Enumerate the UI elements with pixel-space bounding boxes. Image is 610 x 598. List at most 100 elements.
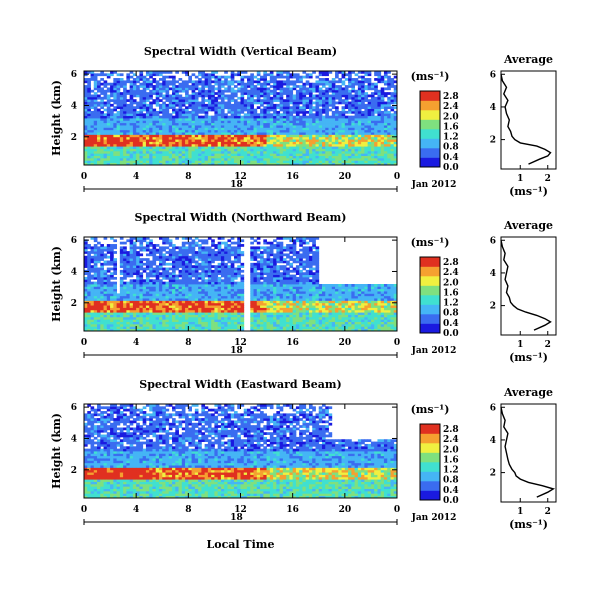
heatmap-cell: [185, 272, 189, 275]
heatmap-cell: [207, 103, 212, 107]
heatmap-cell: [269, 92, 274, 95]
heatmap-cell: [295, 118, 300, 121]
heatmap-cell: [370, 132, 375, 135]
heatmap-cell: [188, 160, 192, 164]
heatmap-cell: [243, 106, 248, 109]
heatmap-cell: [214, 251, 219, 254]
heatmap-cell: [178, 272, 183, 275]
heatmap-cell: [207, 78, 212, 81]
heatmap-cell: [289, 92, 294, 95]
heatmap-cell: [361, 160, 365, 164]
heatmap-cell: [357, 122, 362, 126]
heatmap-cell: [292, 99, 297, 102]
heatmap-cell: [123, 146, 127, 149]
heatmap-cell: [90, 251, 95, 254]
heatmap-cell: [185, 298, 189, 301]
heatmap-cell: [217, 150, 222, 154]
heatmap-cell: [93, 319, 98, 322]
heatmap-cell: [191, 323, 196, 327]
y-tick-label: 6: [71, 70, 77, 80]
heatmap-cell: [175, 92, 179, 95]
heatmap-cell: [217, 267, 222, 271]
heatmap-cell: [315, 99, 320, 102]
heatmap-cell: [178, 99, 183, 102]
heatmap-cell: [269, 115, 274, 119]
heatmap-cell: [152, 255, 157, 259]
heatmap-cell: [338, 136, 342, 140]
heatmap-cell: [188, 262, 192, 266]
heatmap-cell: [390, 132, 395, 135]
heatmap-cell: [136, 316, 140, 320]
heatmap-cell: [123, 132, 127, 135]
heatmap-cell: [132, 127, 137, 131]
heatmap-cell: [364, 78, 369, 81]
heatmap-cell: [106, 307, 111, 311]
heatmap-cell: [338, 146, 342, 149]
heatmap-cell: [119, 113, 124, 117]
heatmap-cell: [224, 153, 228, 156]
heatmap-cell: [247, 157, 251, 161]
heatmap-cell: [116, 162, 121, 166]
heatmap-cell: [103, 162, 108, 166]
heatmap-cell: [132, 286, 137, 290]
heatmap-cell: [185, 101, 189, 105]
heatmap-cell: [129, 87, 134, 91]
heatmap-cell: [178, 262, 183, 266]
heatmap-cell: [240, 103, 245, 107]
heatmap-cell: [93, 106, 98, 109]
heatmap-cell: [97, 87, 101, 91]
heatmap-cell: [129, 75, 134, 79]
heatmap-cell: [93, 143, 98, 147]
heatmap-cell: [247, 82, 251, 86]
heatmap-cell: [211, 129, 215, 133]
heatmap-cell: [175, 284, 179, 287]
heatmap-cell: [142, 305, 147, 308]
heatmap-cell: [181, 141, 186, 145]
heatmap-cell: [233, 136, 238, 140]
heatmap-cell: [106, 251, 111, 254]
heatmap-cell: [194, 309, 199, 313]
heatmap-cell: [191, 298, 196, 301]
heatmap-cell: [286, 82, 290, 86]
heatmap-cell: [276, 134, 281, 138]
heatmap-cell: [158, 286, 163, 290]
heatmap-cell: [328, 162, 333, 166]
heatmap-cell: [162, 253, 166, 257]
heatmap-cell: [289, 153, 294, 156]
heatmap-cell: [318, 153, 323, 156]
heatmap-cell: [152, 129, 157, 133]
heatmap-cell: [348, 143, 352, 147]
heatmap-cell: [90, 99, 95, 102]
heatmap-cell: [338, 141, 342, 145]
heatmap-cell: [292, 157, 297, 161]
heatmap-cell: [188, 141, 192, 145]
heatmap-cell: [172, 316, 176, 320]
heatmap-cell: [142, 300, 147, 304]
heatmap-cell: [299, 160, 303, 164]
heatmap-cell: [260, 125, 264, 128]
heatmap-cell: [132, 328, 137, 332]
heatmap-cell: [260, 148, 264, 152]
heatmap-cell: [341, 113, 346, 117]
heatmap-cell: [152, 253, 157, 257]
heatmap-cell: [113, 295, 118, 299]
heatmap-cell: [276, 150, 281, 154]
heatmap-cell: [295, 143, 300, 147]
heatmap-cell: [110, 148, 114, 152]
heatmap-cell: [201, 99, 206, 102]
heatmap-cell: [331, 120, 336, 124]
heatmap-cell: [142, 258, 147, 261]
heatmap-cell: [165, 258, 170, 261]
heatmap-cell: [227, 94, 232, 98]
heatmap-cell: [152, 110, 157, 114]
heatmap-cell: [198, 284, 202, 287]
heatmap-cell: [139, 120, 144, 124]
heatmap-cell: [312, 160, 316, 164]
heatmap-cell: [227, 122, 232, 126]
heatmap-cell: [185, 284, 189, 287]
heatmap-cell: [237, 134, 241, 138]
heatmap-cell: [357, 136, 362, 140]
heatmap-cell: [269, 136, 274, 140]
heatmap-cell: [302, 92, 307, 95]
